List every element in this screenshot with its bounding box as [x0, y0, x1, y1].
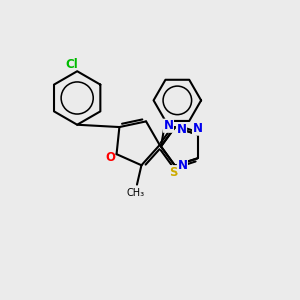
Text: CH₃: CH₃ — [126, 188, 145, 198]
Text: N: N — [176, 123, 187, 136]
Text: Cl: Cl — [65, 58, 78, 71]
Text: S: S — [169, 166, 178, 179]
Text: N: N — [164, 119, 173, 132]
Text: O: O — [105, 151, 115, 164]
Text: N: N — [177, 159, 188, 172]
Text: N: N — [193, 122, 202, 135]
